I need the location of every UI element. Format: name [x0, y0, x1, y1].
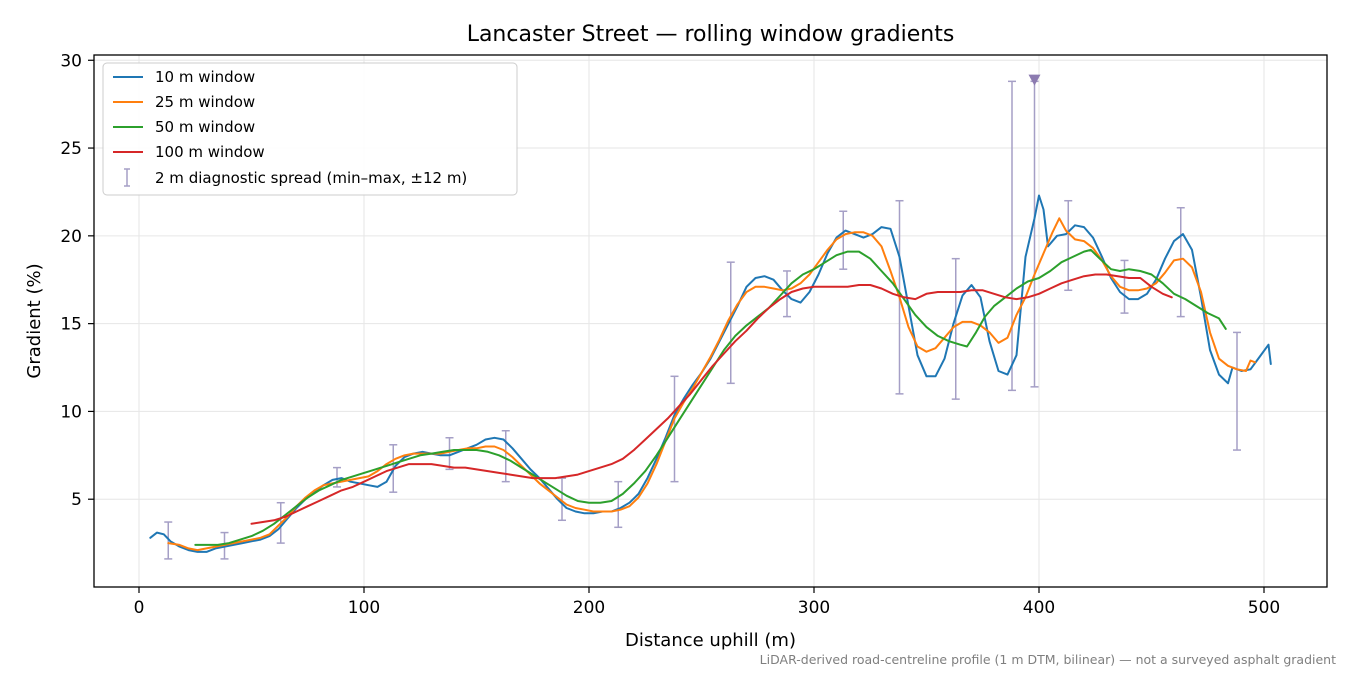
plot-frame — [93, 54, 1328, 588]
spread-bar — [726, 261, 735, 385]
spread-bar — [614, 480, 623, 529]
spread-bar — [1233, 331, 1241, 451]
legend-swatch-spread — [124, 168, 130, 187]
x-axis-label: Distance uphill (m) — [625, 630, 796, 651]
legend: 10 m window 25 m window 50 m window 100 … — [102, 62, 518, 196]
spread-bar — [1064, 199, 1073, 292]
legend-box — [102, 62, 518, 196]
series-line-2 — [167, 217, 1256, 552]
y-tick-label: 5 — [71, 490, 82, 510]
spread-bar — [333, 466, 341, 488]
y-tick-label: 20 — [60, 227, 82, 247]
spread-bar — [445, 437, 454, 471]
legend-label-spread: 2 m diagnostic spread (min–max, ±12 m) — [155, 169, 467, 187]
spread-bar — [839, 210, 848, 270]
spread-bar — [1008, 80, 1016, 392]
y-axis-label: Gradient (%) — [24, 263, 45, 378]
x-tick-label: 200 — [573, 598, 605, 618]
y-tick-label: 25 — [60, 139, 82, 159]
peak-marker-layer — [1028, 74, 1041, 86]
footnote: LiDAR-derived road-centreline profile (1… — [760, 652, 1336, 667]
series-line-4 — [250, 273, 1173, 525]
y-tick-label: 30 — [60, 51, 82, 71]
spread-bars — [164, 80, 1241, 560]
spread-bar — [951, 257, 960, 400]
spread-bar — [164, 521, 173, 560]
x-tick-label: 300 — [798, 598, 830, 618]
legend-label-50m: 50 m window — [155, 118, 255, 136]
x-tick-label: 500 — [1248, 598, 1280, 618]
legend-label-25m: 25 m window — [155, 93, 255, 111]
legend-label-10m: 10 m window — [155, 68, 255, 86]
x-tick-label: 100 — [348, 598, 380, 618]
spread-bar — [1176, 207, 1185, 318]
x-tick-label: 400 — [1023, 598, 1055, 618]
series-line-3 — [194, 248, 1227, 546]
peak-marker-icon — [1028, 74, 1041, 86]
y-tick-label: 15 — [60, 315, 82, 335]
x-axis-ticks: 0 100 200 300 400 500 — [134, 587, 1280, 618]
y-tick-label: 10 — [60, 402, 82, 422]
series-lines — [149, 194, 1272, 553]
y-axis-ticks: 5 10 15 20 25 30 — [60, 51, 94, 510]
chart-title: Lancaster Street — rolling window gradie… — [467, 22, 955, 47]
x-tick-label: 0 — [134, 598, 145, 618]
legend-label-100m: 100 m window — [155, 143, 265, 161]
